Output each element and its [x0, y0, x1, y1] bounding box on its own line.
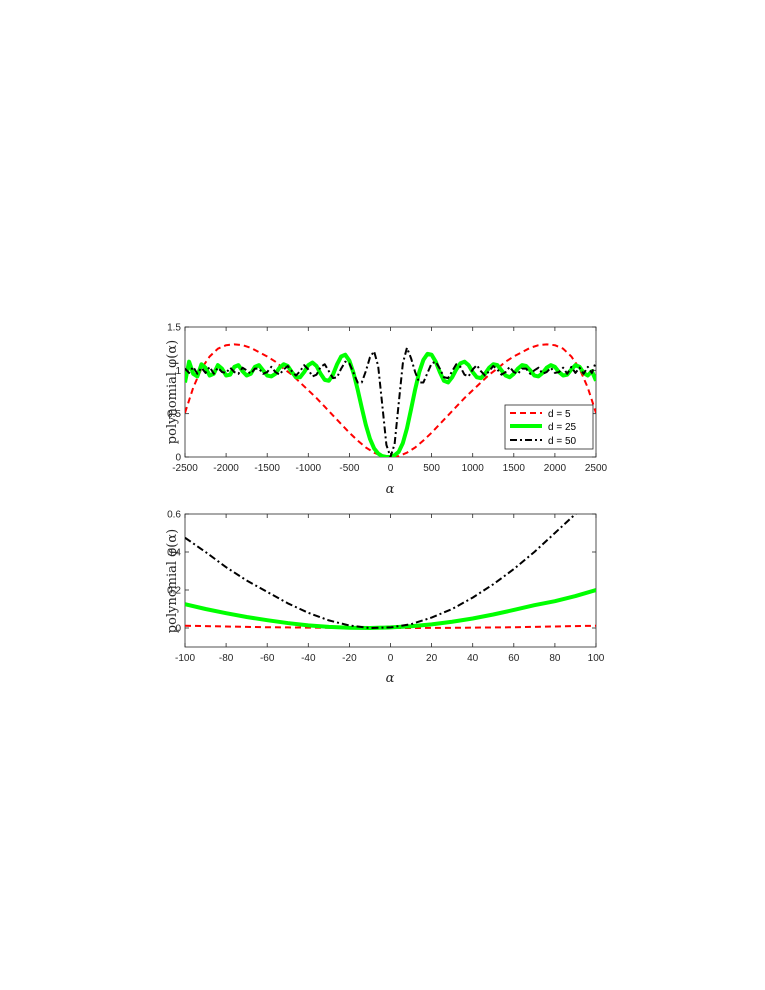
bottom-x-tick-label: 100: [588, 653, 605, 664]
bottom-x-tick-label: 80: [549, 653, 561, 664]
top-x-tick-label: -500: [339, 463, 359, 474]
top-y-tick-label: 1: [175, 366, 181, 377]
bottom-x-tick-label: 60: [508, 653, 520, 664]
bottom-x-tick-label: -40: [301, 653, 316, 664]
top-x-tick-label: -2500: [172, 463, 198, 474]
top-panel: -2500 -2000 -1500 -1000 -500 0 500 1000 1500 2000…: [165, 323, 608, 498]
top-x-tick-label: 1500: [503, 463, 526, 474]
legend-label-d25: d = 25: [548, 422, 577, 433]
top-y-tick-label: 0: [175, 453, 181, 464]
top-series-group: [185, 343, 596, 457]
bottom-x-tick-label: -60: [260, 653, 275, 664]
bottom-y-axis-label: polynomial φ(α): [165, 529, 180, 633]
top-x-tick-label: 500: [423, 463, 440, 474]
top-series-line-d50: [185, 346, 596, 457]
top-axis-ticks: -2500 -2000 -1500 -1000 -500 0 500 1000 1500 2000…: [167, 323, 607, 475]
bottom-x-tick-label: -80: [219, 653, 234, 664]
bottom-x-tick-label: 40: [467, 653, 479, 664]
bottom-x-tick-label: -20: [342, 653, 357, 664]
top-x-tick-label: 1000: [462, 463, 485, 474]
bottom-y-tick-label: 0.2: [167, 586, 181, 597]
bottom-x-axis-label: α: [386, 671, 395, 686]
top-y-axis-label: polynomial φ(α): [165, 340, 180, 444]
bottom-y-tick-label: 0: [175, 624, 181, 635]
top-x-tick-label: 0: [388, 463, 394, 474]
top-x-tick-label: -1500: [254, 463, 280, 474]
bottom-x-tick-label: 20: [426, 653, 438, 664]
legend: d = 5 d = 25 d = 50: [504, 404, 594, 450]
bottom-panel: -100 -80 -60 -40 -20 0 20 40 60 80 100 0 0.2 0.4 0.6 α…: [165, 510, 605, 687]
bottom-x-tick-label: -100: [175, 653, 195, 664]
bottom-axis-ticks: -100 -80 -60 -40 -20 0 20 40 60 80 100 0 0.2 0.4 0.6: [167, 510, 605, 665]
top-y-tick-label: 0.5: [167, 409, 181, 420]
top-x-tick-label: 2000: [544, 463, 567, 474]
bottom-series-line-d50: [185, 514, 577, 629]
top-x-tick-label: -1000: [296, 463, 322, 474]
top-x-axis-label: α: [386, 482, 395, 497]
top-x-tick-label: 2500: [585, 463, 608, 474]
legend-label-d5: d = 5: [548, 409, 571, 420]
bottom-x-tick-label: 0: [388, 653, 394, 664]
bottom-plot-frame: [184, 513, 597, 648]
legend-label-d50: d = 50: [548, 436, 577, 447]
top-series-line-d5: [185, 343, 596, 457]
bottom-y-tick-label: 0.6: [167, 510, 181, 521]
bottom-series-group: [185, 514, 596, 630]
top-x-tick-label: -2000: [213, 463, 239, 474]
bottom-y-tick-label: 0.4: [167, 548, 181, 559]
top-y-tick-label: 1.5: [167, 323, 181, 334]
